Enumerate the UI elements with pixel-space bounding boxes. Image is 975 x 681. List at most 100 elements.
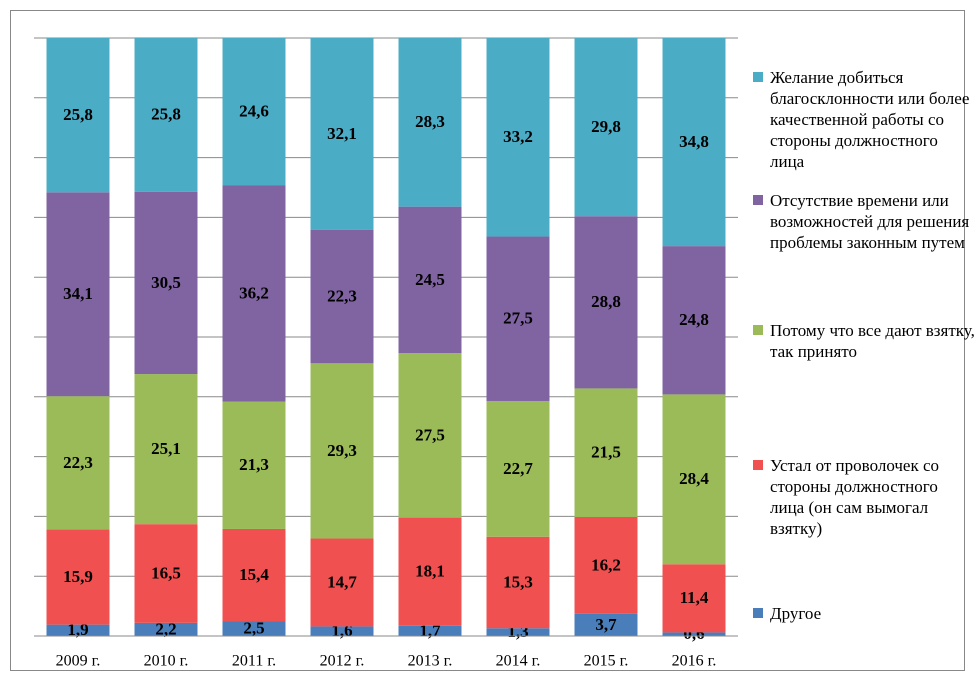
bar-segment xyxy=(486,628,550,636)
data-label: 15,4 xyxy=(239,565,269,584)
data-label: 34,1 xyxy=(63,284,93,303)
bar-segment xyxy=(574,613,638,636)
bar-segment xyxy=(222,621,286,636)
bar-segment xyxy=(398,517,462,626)
x-tick-label: 2012 г. xyxy=(320,653,365,670)
data-label: 30,5 xyxy=(151,273,181,292)
legend-label: Отсутствие времени или возможностей для … xyxy=(770,191,970,252)
data-label: 2,5 xyxy=(243,618,264,637)
bar-segment xyxy=(134,524,198,623)
data-label: 29,3 xyxy=(327,441,357,460)
data-label: 24,5 xyxy=(415,270,445,289)
bar-segment xyxy=(398,37,462,207)
data-label: 11,4 xyxy=(680,588,709,607)
data-label: 33,2 xyxy=(503,127,533,146)
data-label: 28,8 xyxy=(591,292,621,311)
data-label: 34,8 xyxy=(679,132,709,151)
legend-label: Другое xyxy=(770,604,822,623)
bar-segment xyxy=(222,401,286,529)
data-label: 24,8 xyxy=(679,310,709,329)
data-label: 15,3 xyxy=(503,572,533,591)
data-label: 3,7 xyxy=(595,615,617,634)
data-label: 25,1 xyxy=(151,439,181,458)
bar-segment xyxy=(134,37,198,192)
legend-entry: Устал от проволочек со стороны должностн… xyxy=(753,455,975,539)
bar-segment xyxy=(46,38,110,193)
bar-segment xyxy=(398,353,462,518)
legend-label: Устал от проволочек со стороны должностн… xyxy=(770,456,940,538)
data-label: 1,9 xyxy=(67,620,88,639)
bar-segment xyxy=(310,538,374,627)
x-tick-label: 2010 г. xyxy=(144,653,189,670)
bar-segment xyxy=(574,38,638,217)
legend-swatch xyxy=(753,72,763,82)
data-label: 28,3 xyxy=(415,112,445,131)
bar-segment xyxy=(398,625,462,636)
bar-segment xyxy=(574,216,638,389)
x-tick-label: 2009 г. xyxy=(56,653,101,670)
bar-segment xyxy=(398,206,462,354)
bar-segment xyxy=(662,246,726,395)
data-label: 21,3 xyxy=(239,455,269,474)
data-label: 22,3 xyxy=(63,453,93,472)
data-label: 22,3 xyxy=(327,287,357,306)
bar-segment xyxy=(46,396,110,530)
bar-segment xyxy=(134,622,198,636)
bar-segment xyxy=(46,624,110,636)
x-tick-label: 2014 г. xyxy=(496,653,541,670)
legend-entry: Отсутствие времени или возможностей для … xyxy=(753,190,975,253)
legend-entry: Другое xyxy=(753,603,975,624)
bar-segment xyxy=(486,236,550,401)
data-label: 2,2 xyxy=(155,619,176,638)
bar-segment xyxy=(222,185,286,402)
data-label: 16,5 xyxy=(151,563,181,582)
legend-swatch xyxy=(753,325,763,335)
bar-segment xyxy=(574,516,638,614)
data-label: 24,6 xyxy=(239,101,269,120)
data-label: 18,1 xyxy=(415,562,445,581)
bar-segment xyxy=(662,564,726,633)
bar-segment xyxy=(310,38,374,230)
bar-segment xyxy=(310,229,374,364)
bar-segment xyxy=(134,191,198,375)
data-label: 27,5 xyxy=(503,309,533,328)
x-tick-label: 2016 г. xyxy=(672,653,717,670)
bar-segment xyxy=(662,632,726,636)
x-tick-label: 2013 г. xyxy=(408,653,453,670)
bar-segment xyxy=(486,536,550,629)
bar-segment xyxy=(310,363,374,539)
legend-swatch xyxy=(753,195,763,205)
x-tick-label: 2011 г. xyxy=(232,653,276,670)
legend-label: Потому что все дают взятку, так принято xyxy=(770,321,975,361)
legend-entry: Желание добиться благосклонности или бол… xyxy=(753,67,975,172)
data-label: 15,9 xyxy=(63,567,93,586)
bar-segment xyxy=(486,38,550,237)
x-tick-label: 2015 г. xyxy=(584,653,629,670)
bar-segment xyxy=(46,529,110,625)
data-label: 29,8 xyxy=(591,117,621,136)
bar-segment xyxy=(574,388,638,517)
legend-swatch xyxy=(753,460,763,470)
bar-segment xyxy=(46,192,110,397)
data-label: 36,2 xyxy=(239,283,269,302)
bar-segment xyxy=(662,394,726,565)
data-label: 25,8 xyxy=(63,105,93,124)
legend-entry: Потому что все дают взятку, так принято xyxy=(753,320,975,362)
legend-swatch xyxy=(753,608,763,618)
data-label: 21,5 xyxy=(591,443,621,462)
bar-segment xyxy=(486,400,550,537)
data-label: 25,8 xyxy=(151,104,181,123)
bar-segment xyxy=(222,38,286,186)
data-label: 28,4 xyxy=(679,469,709,488)
data-label: 22,7 xyxy=(503,459,533,478)
bar-segment xyxy=(134,374,198,525)
legend-label: Желание добиться благосклонности или бол… xyxy=(770,68,970,171)
data-label: 16,2 xyxy=(591,555,621,574)
data-label: 27,5 xyxy=(415,425,445,444)
bar-segment xyxy=(310,626,374,636)
data-label: 32,1 xyxy=(327,124,357,143)
data-label: 14,7 xyxy=(327,572,357,591)
bar-segment xyxy=(222,528,286,622)
